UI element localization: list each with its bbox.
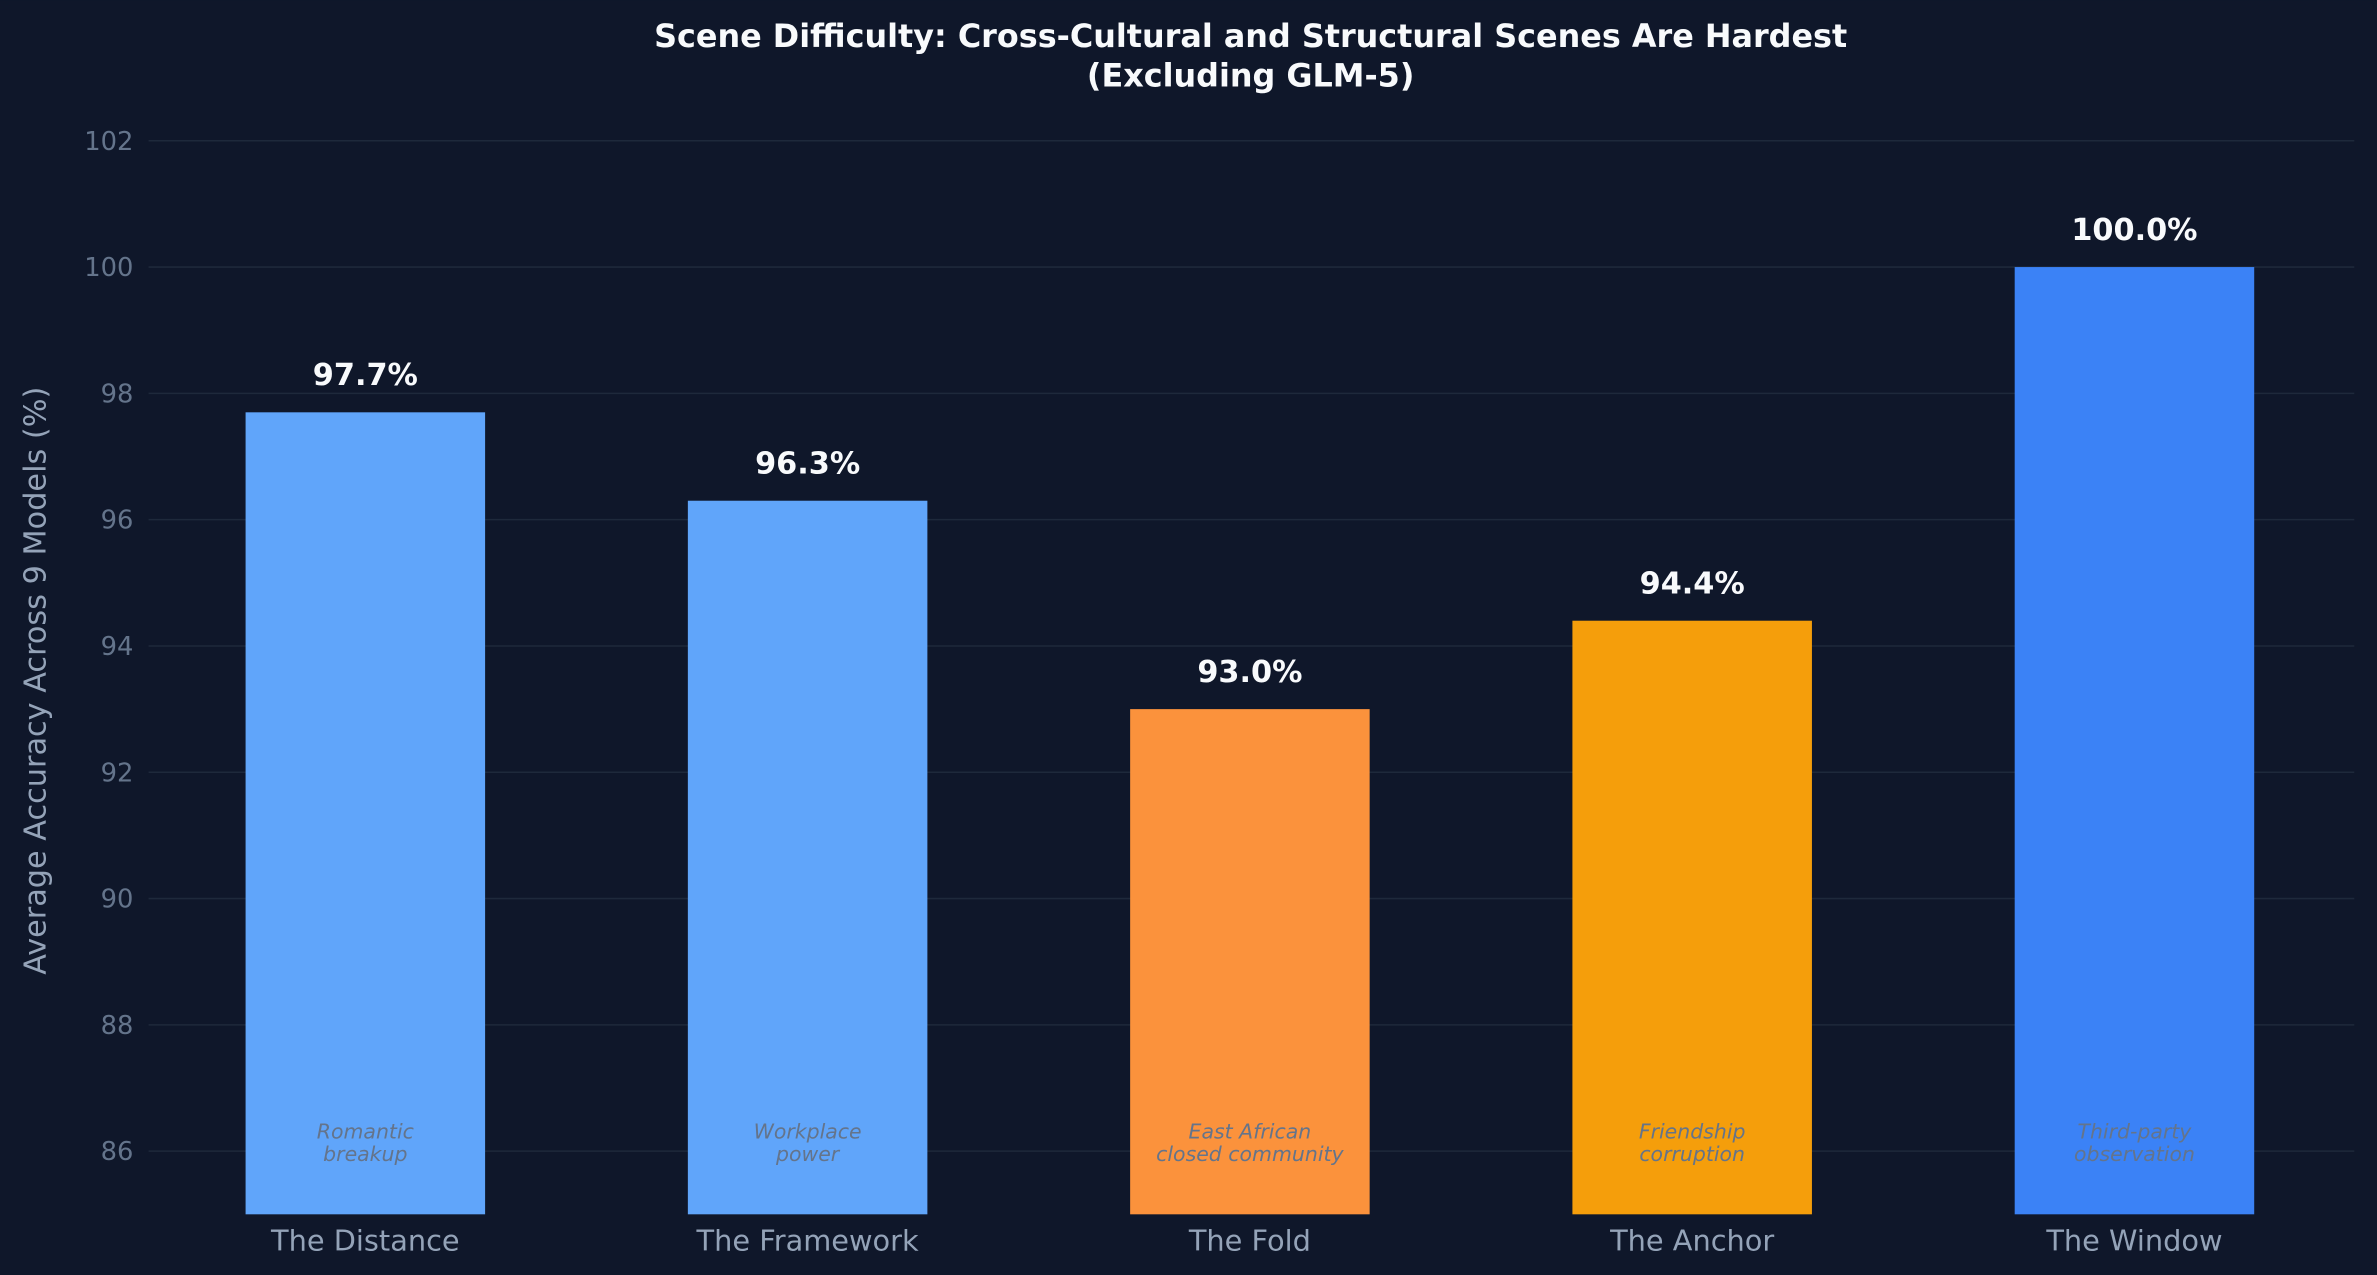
bar-annotation: Third-party xyxy=(2077,1120,2192,1144)
y-tick-label: 90 xyxy=(101,885,134,915)
bar-value-label: 96.3% xyxy=(755,446,860,481)
y-tick-label: 86 xyxy=(101,1137,134,1167)
y-tick-label: 98 xyxy=(101,379,134,409)
bar-annotation: East African xyxy=(1189,1120,1312,1144)
y-tick-label: 92 xyxy=(101,758,134,788)
bar-annotation: observation xyxy=(2074,1142,2195,1166)
bar xyxy=(2014,267,2255,1215)
y-tick-label: 88 xyxy=(101,1011,134,1041)
y-axis-label: Average Accuracy Across 9 Models (%) xyxy=(18,387,53,975)
bar-annotation: Friendship xyxy=(1639,1120,1746,1144)
chart-subtitle: (Excluding GLM-5) xyxy=(1087,56,1414,94)
x-tick-label: The Framework xyxy=(696,1224,919,1258)
bar xyxy=(1130,709,1370,1215)
bar-value-label: 93.0% xyxy=(1197,655,1302,690)
bar xyxy=(245,412,486,1215)
x-tick-label: The Fold xyxy=(1188,1224,1311,1258)
bar-annotation: corruption xyxy=(1639,1142,1745,1166)
y-tick-label: 96 xyxy=(101,506,134,536)
x-tick-label: The Distance xyxy=(270,1224,460,1258)
chart-title: Scene Difficulty: Cross-Cultural and Str… xyxy=(654,17,1847,55)
y-tick-label: 102 xyxy=(84,127,133,157)
bar xyxy=(1572,620,1812,1215)
bar-annotation: breakup xyxy=(323,1142,407,1166)
bar-annotation: Romantic xyxy=(317,1120,414,1144)
bar-value-label: 97.7% xyxy=(313,358,418,393)
y-tick-label: 94 xyxy=(101,632,134,662)
bar-annotation: closed community xyxy=(1156,1142,1344,1166)
bar-value-label: 94.4% xyxy=(1640,566,1745,601)
x-tick-label: The Anchor xyxy=(1609,1224,1774,1258)
bar-annotation: Workplace xyxy=(754,1120,862,1144)
y-tick-label: 100 xyxy=(84,253,133,283)
bar-value-label: 100.0% xyxy=(2071,213,2197,248)
bar xyxy=(687,500,928,1215)
x-tick-label: The Window xyxy=(2045,1224,2222,1258)
bar-annotation: power xyxy=(775,1142,841,1166)
